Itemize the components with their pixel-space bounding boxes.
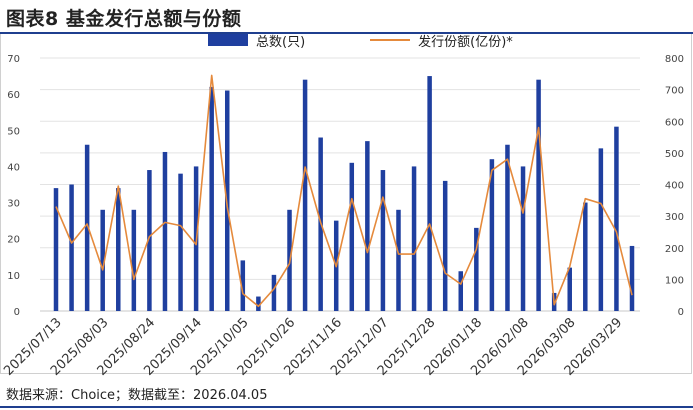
bar	[84, 144, 90, 311]
y-right-tick-label: 600	[665, 117, 684, 128]
y-left-tick-label: 10	[7, 271, 20, 282]
y-left-tick-label: 40	[7, 162, 20, 173]
legend-item-line: 发行份额(亿份)*	[370, 31, 513, 50]
chart-plot: 0102030405060700100200300400500600700800…	[1, 54, 684, 379]
bottom-rule	[0, 406, 693, 408]
bar	[427, 76, 432, 311]
chart-legend: 总数(只) 发行份额(亿份)*	[208, 30, 513, 50]
bar	[536, 79, 541, 311]
bar	[520, 166, 526, 311]
bar	[442, 180, 448, 311]
bar	[583, 202, 588, 311]
y-right-tick-label: 300	[665, 212, 684, 223]
y-left-tick-label: 0	[14, 307, 20, 318]
bar	[162, 151, 168, 311]
bar	[302, 79, 308, 311]
y-left-tick-label: 60	[7, 90, 20, 101]
bar	[411, 166, 417, 311]
bar	[271, 274, 277, 311]
legend-swatch-line	[370, 39, 411, 41]
y-left-tick-label: 50	[7, 126, 20, 137]
bar	[474, 227, 479, 311]
bar	[69, 184, 74, 311]
y-right-tick-label: 100	[665, 275, 684, 286]
bar	[396, 209, 401, 311]
bar	[256, 296, 261, 311]
bar	[380, 170, 386, 311]
bar	[567, 267, 572, 311]
y-left-tick-label: 30	[7, 199, 20, 210]
line-series-issuance	[55, 74, 633, 308]
bar	[116, 188, 121, 311]
legend-swatch-bars	[208, 34, 248, 46]
bar	[505, 144, 510, 311]
y-left-tick-label: 20	[7, 235, 20, 246]
y-right-tick-label: 500	[665, 149, 684, 160]
bar	[598, 148, 604, 311]
y-right-tick-label: 700	[665, 86, 684, 97]
bar	[458, 271, 464, 311]
bar	[629, 245, 635, 311]
chart-frame	[0, 34, 692, 374]
y-right-tick-label: 400	[665, 181, 684, 192]
bar	[349, 162, 355, 311]
bar	[209, 86, 214, 312]
y-right-tick-label: 0	[678, 307, 684, 318]
legend-item-bars: 总数(只)	[208, 31, 305, 50]
bar	[131, 209, 137, 311]
bar	[240, 260, 246, 311]
bar	[147, 170, 152, 311]
title-rule	[0, 32, 693, 34]
y-right-tick-label: 200	[665, 244, 684, 255]
bar	[614, 126, 619, 312]
y-left-tick-label: 70	[7, 54, 20, 65]
bar	[53, 188, 59, 311]
bar	[365, 141, 370, 311]
bar	[178, 173, 183, 311]
legend-label-bars: 总数(只)	[256, 34, 306, 50]
source-note: 数据来源：Choice；数据截至：2026.04.05	[6, 388, 268, 403]
bar	[489, 159, 495, 311]
bar	[100, 209, 105, 311]
page-title: 图表8 基金发行总额与份额	[6, 8, 242, 30]
legend-label-line: 发行份额(亿份)*	[418, 34, 513, 50]
y-right-tick-label: 800	[665, 54, 684, 65]
